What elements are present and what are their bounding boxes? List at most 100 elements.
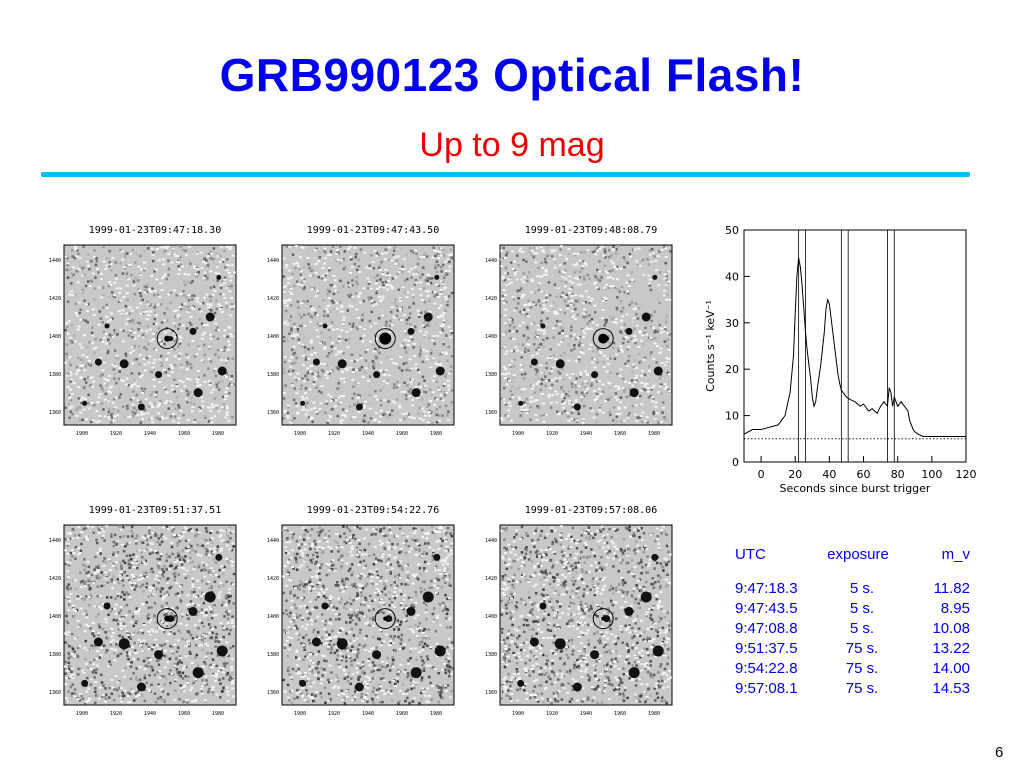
frame-xtick-label: 1940 [580,711,592,717]
x-tick-label: 80 [891,468,905,481]
header-magnitude: m_v [941,546,970,563]
frame-xtick-label: 1940 [362,431,374,437]
optical-frame: 1999-01-23T09:47:43.50 1440 1420 1400 1380 13… [258,225,458,447]
frame-ytick-label: 1400 [267,614,279,620]
frame-ytick-label: 1380 [267,652,279,658]
frame-xtick-label: 1900 [512,711,524,717]
light-curve-series-line [743,257,966,437]
frame-xtick-label: 1960 [178,431,190,437]
optical-frame: 1999-01-23T09:47:18.30 1440 1420 1400 1380 13… [40,225,240,447]
x-tick-label: 120 [956,468,977,481]
chart-plot-area [743,229,967,463]
x-tick-label: 100 [921,468,942,481]
frame-timestamp: 1999-01-23T09:57:08.06 [524,505,658,516]
magnitude-cell: 10.08 [932,620,970,637]
utc-cell: 9:47:43.5 [735,600,798,617]
frame-ytick-label: 1360 [49,410,61,416]
frame-xtick-label: 1960 [178,711,190,717]
frame-image: 1440 1420 1400 1380 1360 1900 1920 1940 1960 1980 [49,244,237,437]
frame-timestamp: 1999-01-23T09:51:37.51 [88,505,222,516]
frame-ytick-label: 1360 [485,410,497,416]
x-tick-label: 0 [758,468,765,481]
exposure-cell: 5 s. [849,600,875,617]
frame-ytick-label: 1400 [49,334,61,340]
optical-frame: 1999-01-23T09:48:08.79 1440 1420 1400 1380 13… [476,225,676,447]
frame-image: 1440 1420 1400 1380 1360 1900 1920 1940 1960 1980 [485,244,673,437]
frame-ytick-label: 1440 [485,538,497,544]
frame-xtick-label: 1980 [648,431,660,437]
frame-ytick-label: 1420 [49,576,61,582]
frame-ytick-label: 1380 [49,372,61,378]
frame-ytick-label: 1360 [49,690,61,696]
frame-image: 1440 1420 1400 1380 1360 1900 1920 1940 1960 1980 [49,524,237,717]
frame-xtick-label: 1900 [76,711,88,717]
slide-title: GRB990123 Optical Flash! [219,49,805,101]
header-utc: UTC [735,546,766,563]
frame-xtick-label: 1980 [430,431,442,437]
frame-ytick-label: 1420 [485,296,497,302]
slide-subtitle: Up to 9 mag [419,126,605,164]
frame-xtick-label: 1980 [430,711,442,717]
frame-timestamp: 1999-01-23T09:47:18.30 [88,225,222,236]
frame-image: 1440 1420 1400 1380 1360 1900 1920 1940 1960 1980 [485,524,673,717]
frame-xtick-label: 1940 [144,431,156,437]
frame-ytick-label: 1440 [49,538,61,544]
frame-ytick-label: 1380 [267,372,279,378]
frame-ytick-label: 1400 [485,334,497,340]
frame-xtick-label: 1920 [328,711,340,717]
light-curve-chart: 0 10 20 30 40 50 0 20 40 60 80 100 120 Seconds since … [704,224,977,495]
y-tick-label: 40 [725,270,739,283]
frame-xtick-label: 1900 [294,431,306,437]
exposure-cell: 75 s. [845,640,879,657]
frame-image: 1440 1420 1400 1380 1360 1900 1920 1940 1960 1980 [267,244,455,437]
frame-xtick-label: 1960 [614,431,626,437]
utc-cell: 9:57:08.1 [735,680,798,697]
frame-xtick-label: 1900 [512,431,524,437]
frame-xtick-label: 1920 [546,431,558,437]
frame-ytick-label: 1360 [485,690,497,696]
frame-timestamp: 1999-01-23T09:54:22.76 [306,505,440,516]
optical-frame: 1999-01-23T09:54:22.76 1440 1420 1400 1380 13… [258,505,458,727]
frame-ytick-label: 1400 [267,334,279,340]
utc-cell: 9:47:18.3 [735,580,798,597]
frame-xtick-label: 1980 [212,431,224,437]
magnitude-cell: 8.95 [940,600,970,617]
frame-xtick-label: 1940 [580,431,592,437]
frame-ytick-label: 1400 [49,614,61,620]
frame-xtick-label: 1920 [110,711,122,717]
title-divider [41,172,970,177]
frame-xtick-label: 1940 [362,711,374,717]
frame-xtick-label: 1980 [648,711,660,717]
y-tick-label: 50 [725,224,739,237]
frame-xtick-label: 1960 [396,711,408,717]
frame-ytick-label: 1440 [267,258,279,264]
frame-xtick-label: 1960 [396,431,408,437]
x-tick-label: 20 [788,468,802,481]
magnitude-cell: 14.53 [932,680,970,697]
frame-xtick-label: 1900 [76,431,88,437]
frame-ytick-label: 1420 [267,296,279,302]
y-tick-label: 10 [725,410,739,423]
magnitude-cell: 13.22 [932,640,970,657]
utc-cell: 9:51:37.5 [735,640,798,657]
frame-xtick-label: 1980 [212,711,224,717]
optical-frame: 1999-01-23T09:51:37.51 1440 1420 1400 1380 13… [40,505,240,727]
frame-ytick-label: 1360 [267,690,279,696]
page-number: 6 [995,744,1004,761]
header-exposure: exposure [827,546,889,563]
frame-xtick-label: 1920 [328,431,340,437]
exposure-cell: 5 s. [849,580,875,597]
frame-ytick-label: 1360 [267,410,279,416]
frame-ytick-label: 1380 [485,652,497,658]
x-tick-label: 60 [857,468,871,481]
frame-ytick-label: 1420 [267,576,279,582]
frame-xtick-label: 1920 [546,711,558,717]
frame-ytick-label: 1400 [485,614,497,620]
y-tick-label: 20 [725,363,739,376]
x-tick-label: 40 [822,468,836,481]
frame-xtick-label: 1920 [110,431,122,437]
exposure-cell: 5 s. [849,620,875,637]
magnitude-cell: 11.82 [933,580,970,597]
y-axis-label: Counts s⁻¹ keV⁻¹ [704,300,717,392]
frame-xtick-label: 1940 [144,711,156,717]
